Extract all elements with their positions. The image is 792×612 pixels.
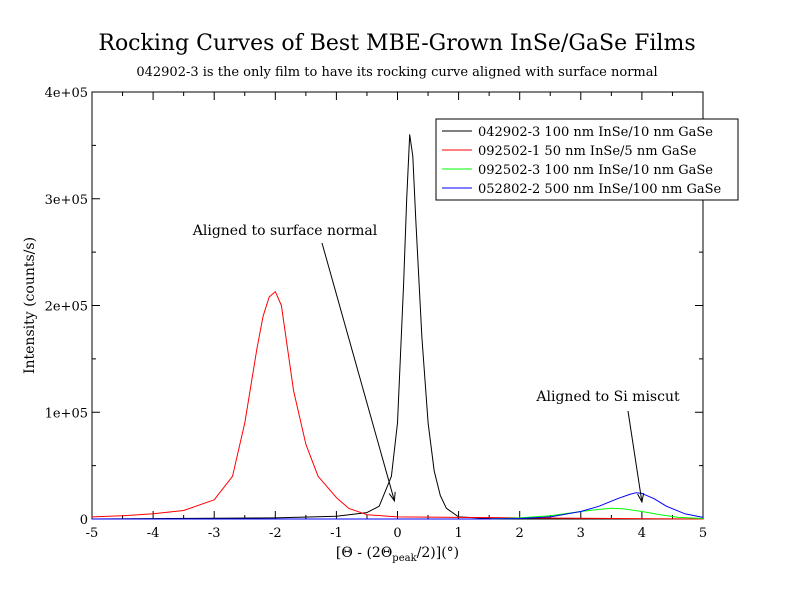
y-tick-label: 3e+05 bbox=[45, 193, 88, 208]
legend-label-3: 092502-3 100 nm InSe/10 nm GaSe bbox=[478, 163, 713, 178]
x-tick-label: 2 bbox=[516, 526, 524, 541]
chart-title: Rocking Curves of Best MBE-Grown InSe/Ga… bbox=[98, 31, 695, 56]
annotation-text-1: Aligned to surface normal bbox=[192, 223, 378, 239]
x-tick-label: 3 bbox=[577, 526, 585, 541]
y-tick-label: 0 bbox=[80, 513, 88, 528]
x-tick-label: 1 bbox=[454, 526, 462, 541]
x-tick-label: -1 bbox=[330, 526, 343, 541]
annotation-arrow-head-2 bbox=[637, 492, 645, 504]
annotation-arrow-line-1 bbox=[321, 242, 395, 501]
y-tick-label: 1e+05 bbox=[45, 406, 88, 421]
legend: 042902-3 100 nm InSe/10 nm GaSe 092502-1 … bbox=[435, 118, 739, 201]
annotation-text-2: Aligned to Si miscut bbox=[535, 389, 680, 405]
series-line-2 bbox=[91, 291, 704, 520]
plot-area: -5 -4 -3 -2 -1 0 1 2 3 4 5 0 1e+05 2e+05 3e+05 4e+05 Al… bbox=[45, 86, 708, 541]
y-tick-label: 4e+05 bbox=[45, 86, 88, 101]
x-tick-label: -2 bbox=[269, 526, 282, 541]
x-tick-label: -4 bbox=[147, 526, 160, 541]
annotation-arrow-line-2 bbox=[627, 410, 643, 502]
x-tick-label: -3 bbox=[208, 526, 221, 541]
x-axis-label-pre: [Θ - (2Θ bbox=[336, 545, 392, 561]
x-tick-label: -5 bbox=[86, 526, 99, 541]
legend-label-2: 092502-1 50 nm InSe/5 nm GaSe bbox=[478, 144, 697, 159]
x-axis-label: [Θ - (2Θpeak/2)](°) bbox=[336, 545, 459, 564]
chart-subtitle: 042902-3 is the only film to have its ro… bbox=[136, 65, 657, 80]
x-tick-label: 5 bbox=[699, 526, 707, 541]
series-group bbox=[91, 134, 704, 520]
legend-box bbox=[435, 118, 739, 201]
x-tick-label: 0 bbox=[393, 526, 401, 541]
annotations: Aligned to surface normal Aligned to Si m… bbox=[192, 223, 680, 504]
x-axis-label-sub: peak bbox=[392, 553, 417, 564]
x-axis-label-post: /2)](°) bbox=[417, 545, 459, 561]
y-tick-label: 2e+05 bbox=[45, 300, 88, 315]
legend-label-1: 042902-3 100 nm InSe/10 nm GaSe bbox=[478, 125, 713, 140]
y-axis-label: Intensity (counts/s) bbox=[22, 237, 38, 374]
x-tick-label: 4 bbox=[638, 526, 646, 541]
annotation-arrow-head-1 bbox=[388, 491, 396, 503]
series-line-4 bbox=[92, 492, 704, 520]
legend-label-4: 052802-2 500 nm InSe/100 nm GaSe bbox=[478, 182, 722, 197]
axis-ticks: -5 -4 -3 -2 -1 0 1 2 3 4 5 0 1e+05 2e+05 3e+05 4e+05 bbox=[45, 86, 708, 541]
